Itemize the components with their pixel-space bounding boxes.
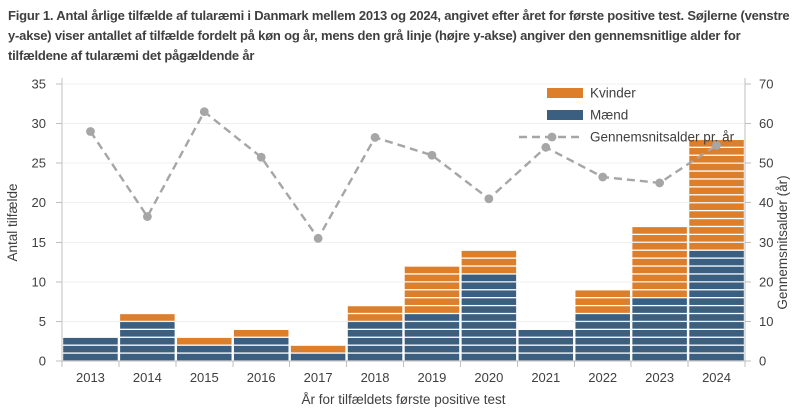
legend-item-average-age: Gennemsnitsalder pr. år bbox=[519, 130, 735, 145]
segment-kvinder bbox=[689, 140, 744, 250]
year-label-2013: 2013 bbox=[76, 370, 105, 385]
segment-mænd bbox=[404, 314, 460, 361]
bar-2017 bbox=[290, 345, 346, 361]
figure-title: Figur 1. Antal årlige tilfælde af tularæ… bbox=[8, 8, 790, 64]
bar-2013 bbox=[63, 337, 118, 361]
left-tick-label: 30 bbox=[32, 116, 46, 131]
year-label-2021: 2021 bbox=[531, 370, 560, 385]
bar-2024 bbox=[689, 140, 744, 361]
segment-kvinder bbox=[290, 345, 346, 353]
average-age-point-2024 bbox=[712, 140, 721, 150]
right-axis-ticks: 0 10 20 30 40 50 60 70 bbox=[745, 77, 773, 369]
average-age-point-2018 bbox=[370, 133, 380, 142]
bar-2015 bbox=[177, 337, 232, 361]
legend-label: Mænd bbox=[590, 108, 628, 123]
average-age-line bbox=[86, 107, 721, 243]
legend-item-kvinder: Kvinder bbox=[547, 86, 636, 101]
bar-2021 bbox=[518, 329, 574, 361]
segment-mænd bbox=[632, 298, 687, 361]
segment-kvinder bbox=[461, 250, 517, 274]
year-label-2018: 2018 bbox=[361, 370, 390, 385]
average-age-point-2014 bbox=[142, 212, 152, 221]
segment-mænd bbox=[347, 322, 403, 361]
segment-mænd bbox=[177, 345, 232, 361]
segment-kvinder bbox=[120, 314, 175, 321]
year-label-2022: 2022 bbox=[588, 370, 617, 385]
stacked-bars bbox=[63, 140, 744, 361]
right-tick-label: 50 bbox=[759, 156, 773, 171]
average-age-point-2013 bbox=[86, 127, 95, 136]
average-age-point-2023 bbox=[655, 178, 665, 188]
x-axis-title: År for tilfældets første positive test bbox=[301, 392, 505, 407]
year-label-2020: 2020 bbox=[474, 370, 503, 385]
average-age-point-2017 bbox=[313, 233, 323, 243]
right-tick-label: 30 bbox=[759, 235, 773, 250]
left-tick-label: 5 bbox=[39, 314, 46, 329]
left-tick-label: 20 bbox=[32, 195, 46, 210]
segment-mænd bbox=[233, 337, 289, 361]
average-age-point-2015 bbox=[199, 107, 209, 117]
segment-kvinder bbox=[575, 290, 630, 313]
x-axis-ticks: 2013 2014 2015 2016 2017 2018 2019 2020 2021 2022… bbox=[61, 361, 746, 385]
year-label-2017: 2017 bbox=[304, 370, 333, 385]
segment-kvinder bbox=[632, 227, 687, 298]
average-age-point-2020 bbox=[484, 194, 494, 204]
year-label-2019: 2019 bbox=[417, 370, 446, 385]
year-label-2023: 2023 bbox=[645, 370, 674, 385]
bar-2018 bbox=[347, 306, 403, 361]
left-axis-title: Antal tilfælde bbox=[5, 183, 20, 261]
year-label-2024: 2024 bbox=[702, 370, 731, 385]
left-axis-ticks: 0 5 10 15 20 25 30 35 bbox=[32, 77, 62, 369]
legend: Kvinder Mænd Gennemsnitsalder pr. år bbox=[519, 86, 735, 145]
segment-mænd bbox=[63, 337, 118, 361]
bar-2019 bbox=[404, 266, 460, 361]
segment-mænd bbox=[575, 314, 630, 361]
year-label-2014: 2014 bbox=[133, 370, 162, 385]
year-label-2016: 2016 bbox=[247, 370, 276, 385]
average-age-point-2022 bbox=[598, 172, 608, 182]
segment-kvinder bbox=[177, 337, 232, 345]
legend-label: Gennemsnitsalder pr. år bbox=[590, 130, 735, 145]
bar-2020 bbox=[461, 250, 517, 361]
right-axis-title: Gennemsnitsalder (år) bbox=[775, 175, 790, 309]
bar-2014 bbox=[120, 314, 175, 361]
right-tick-label: 10 bbox=[759, 314, 773, 329]
legend-swatch-mænd bbox=[547, 110, 583, 120]
legend-label: Kvinder bbox=[590, 86, 636, 101]
right-tick-label: 20 bbox=[759, 274, 773, 289]
segment-kvinder bbox=[404, 266, 460, 313]
year-label-2015: 2015 bbox=[190, 370, 219, 385]
bar-2016 bbox=[233, 329, 289, 361]
left-tick-label: 15 bbox=[32, 235, 46, 250]
bar-2022 bbox=[575, 290, 630, 361]
left-tick-label: 0 bbox=[39, 354, 46, 369]
average-age-point-2021 bbox=[541, 142, 551, 152]
segment-mænd bbox=[518, 329, 574, 361]
bar-2023 bbox=[632, 227, 687, 361]
segment-kvinder bbox=[347, 306, 403, 321]
left-tick-label: 25 bbox=[32, 156, 46, 171]
legend-line-marker bbox=[547, 132, 557, 142]
average-age-point-2016 bbox=[256, 152, 266, 162]
right-tick-label: 60 bbox=[759, 116, 773, 131]
right-tick-label: 70 bbox=[759, 77, 773, 92]
right-tick-label: 40 bbox=[759, 195, 773, 210]
left-tick-label: 10 bbox=[32, 274, 46, 289]
segment-mænd bbox=[461, 274, 517, 361]
segment-mænd bbox=[290, 353, 346, 361]
right-tick-label: 0 bbox=[759, 354, 766, 369]
average-age-point-2019 bbox=[427, 150, 437, 160]
left-tick-label: 35 bbox=[32, 77, 46, 92]
segment-kvinder bbox=[233, 329, 289, 337]
segment-mænd bbox=[120, 322, 175, 361]
legend-item-mænd: Mænd bbox=[547, 108, 628, 123]
segment-mænd bbox=[689, 250, 744, 361]
legend-swatch-kvinder bbox=[547, 88, 583, 98]
